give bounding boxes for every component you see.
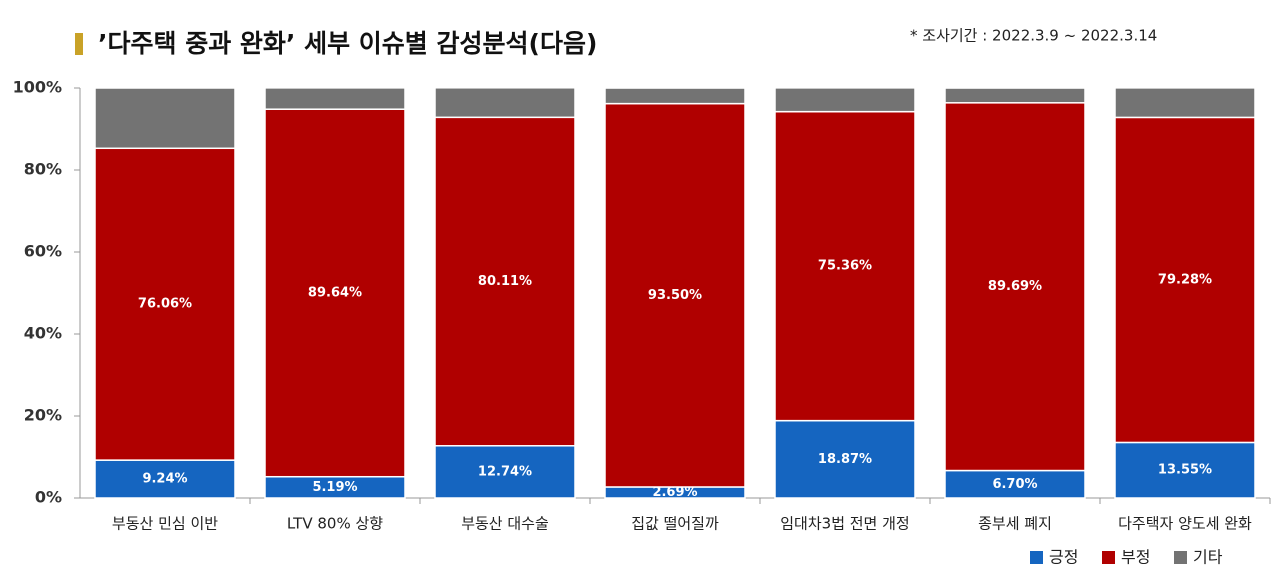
bar-segment (264, 87, 406, 110)
chart-subtitle: * 조사기간 : 2022.3.9 ~ 2022.3.14 (910, 27, 1157, 45)
bar-segment (944, 469, 1086, 499)
legend-label: 긍정 (1049, 548, 1078, 567)
x-tick-label: 임대차3법 전면 개정 (780, 515, 909, 533)
bar-segment (1114, 87, 1256, 119)
value-label: 89.64% (308, 285, 362, 300)
y-tick-label: 0% (35, 488, 62, 507)
value-label: 93.50% (648, 288, 702, 303)
legend-label: 기타 (1193, 548, 1223, 567)
legend-swatch (1174, 551, 1187, 564)
y-tick-label: 100% (13, 78, 62, 97)
x-tick-label: 종부세 폐지 (978, 515, 1052, 533)
value-label: 13.55% (1158, 463, 1212, 478)
x-tick-label: 부동산 민심 이반 (112, 515, 218, 533)
bar-segment (774, 419, 916, 499)
x-tick-label: 다주택자 양도세 완화 (1118, 515, 1252, 533)
y-tick-label: 40% (24, 324, 62, 343)
value-label: 5.19% (312, 480, 357, 495)
value-label: 79.28% (1158, 272, 1212, 287)
bar-segment (94, 147, 236, 461)
value-label: 80.11% (478, 274, 532, 289)
value-label: 89.69% (988, 279, 1042, 294)
bar-segment (944, 102, 1086, 472)
bar-segment (94, 87, 236, 150)
bar-segment (94, 459, 236, 499)
bar-segment (774, 87, 916, 113)
y-tick-label: 80% (24, 160, 62, 179)
x-tick-label: LTV 80% 상향 (287, 515, 383, 533)
title-marker (75, 33, 83, 55)
y-tick-label: 20% (24, 406, 62, 425)
value-label: 6.70% (992, 477, 1037, 492)
bar-segment (434, 116, 576, 447)
bar-segment (944, 87, 1086, 104)
value-label: 75.36% (818, 259, 872, 274)
bar-segment (774, 110, 916, 422)
value-label: 9.24% (142, 472, 187, 487)
bar-segment (434, 87, 576, 119)
value-label: 76.06% (138, 297, 192, 312)
bar-segment (1114, 116, 1256, 444)
x-tick-label: 집값 떨어질까 (631, 515, 719, 533)
legend-swatch (1030, 551, 1043, 564)
value-label: 12.74% (478, 464, 532, 479)
chart-title: ’다주택 중과 완화’ 세부 이슈별 감성분석(다음) (98, 29, 597, 58)
bar-segment (604, 87, 746, 105)
y-tick-label: 60% (24, 242, 62, 261)
bar-segment (604, 102, 746, 488)
bar-segment (434, 445, 576, 499)
legend-label: 부정 (1121, 548, 1150, 567)
x-tick-label: 부동산 대수술 (461, 515, 549, 533)
value-label: 18.87% (818, 452, 872, 467)
value-label: 2.69% (652, 485, 697, 500)
bar-segment (1114, 441, 1256, 499)
legend-swatch (1102, 551, 1115, 564)
